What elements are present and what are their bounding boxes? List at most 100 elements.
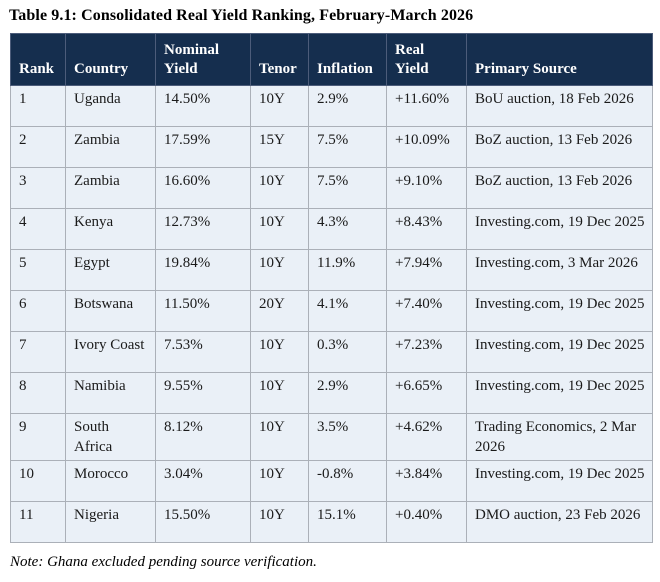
cell-tenor: 10Y xyxy=(250,460,309,502)
cell-nominal-yield: 12.73% xyxy=(155,208,251,250)
cell-rank: 8 xyxy=(10,372,66,414)
cell-primary-source: Investing.com, 3 Mar 2026 xyxy=(466,249,653,291)
cell-nominal-yield: 9.55% xyxy=(155,372,251,414)
cell-primary-source: Investing.com, 19 Dec 2025 xyxy=(466,208,653,250)
table-row: 8 Namibia 9.55% 10Y 2.9% +6.65% Investing.com,… xyxy=(10,372,653,414)
cell-real-yield: +7.23% xyxy=(386,331,467,373)
cell-tenor: 20Y xyxy=(250,290,309,332)
table-row: 1 Uganda 14.50% 10Y 2.9% +11.60% BoU auction, … xyxy=(10,85,653,127)
cell-rank: 7 xyxy=(10,331,66,373)
cell-real-yield: +9.10% xyxy=(386,167,467,209)
table-row: 5 Egypt 19.84% 10Y 11.9% +7.94% Investing.com,… xyxy=(10,249,653,291)
cell-inflation: 15.1% xyxy=(308,501,387,543)
cell-tenor: 10Y xyxy=(250,208,309,250)
table-row: 4 Kenya 12.73% 10Y 4.3% +8.43% Investing.com, … xyxy=(10,208,653,250)
cell-inflation: 0.3% xyxy=(308,331,387,373)
cell-real-yield: +10.09% xyxy=(386,126,467,168)
column-header-primary-source: Primary Source xyxy=(466,33,653,86)
cell-real-yield: +11.60% xyxy=(386,85,467,127)
table-row: 3 Zambia 16.60% 10Y 7.5% +9.10% BoZ auction, 1… xyxy=(10,167,653,209)
column-header-nominal-yield: Nominal Yield xyxy=(155,33,251,86)
cell-inflation: 7.5% xyxy=(308,126,387,168)
cell-real-yield: +0.40% xyxy=(386,501,467,543)
cell-tenor: 10Y xyxy=(250,167,309,209)
cell-rank: 3 xyxy=(10,167,66,209)
cell-tenor: 10Y xyxy=(250,372,309,414)
cell-rank: 4 xyxy=(10,208,66,250)
cell-country: Namibia xyxy=(65,372,156,414)
cell-real-yield: +4.62% xyxy=(386,413,467,461)
cell-tenor: 10Y xyxy=(250,413,309,461)
table-row: 7 Ivory Coast 7.53% 10Y 0.3% +7.23% Investing.… xyxy=(10,331,653,373)
cell-country: Egypt xyxy=(65,249,156,291)
cell-country: Morocco xyxy=(65,460,156,502)
cell-primary-source: BoZ auction, 13 Feb 2026 xyxy=(466,126,653,168)
cell-country: Zambia xyxy=(65,167,156,209)
cell-primary-source: DMO auction, 23 Feb 2026 xyxy=(466,501,653,543)
table-row: 2 Zambia 17.59% 15Y 7.5% +10.09% BoZ auction, … xyxy=(10,126,653,168)
column-header-inflation: Inflation xyxy=(308,33,387,86)
cell-rank: 1 xyxy=(10,85,66,127)
cell-rank: 5 xyxy=(10,249,66,291)
cell-inflation: 4.3% xyxy=(308,208,387,250)
cell-nominal-yield: 14.50% xyxy=(155,85,251,127)
cell-real-yield: +3.84% xyxy=(386,460,467,502)
header-row: Rank Country Nominal Yield Tenor Inflati… xyxy=(10,33,653,86)
cell-rank: 2 xyxy=(10,126,66,168)
cell-real-yield: +7.94% xyxy=(386,249,467,291)
cell-tenor: 10Y xyxy=(250,331,309,373)
column-header-country: Country xyxy=(65,33,156,86)
cell-inflation: 7.5% xyxy=(308,167,387,209)
cell-inflation: -0.8% xyxy=(308,460,387,502)
cell-real-yield: +7.40% xyxy=(386,290,467,332)
cell-primary-source: Investing.com, 19 Dec 2025 xyxy=(466,372,653,414)
column-header-tenor: Tenor xyxy=(250,33,309,86)
cell-primary-source: Investing.com, 19 Dec 2025 xyxy=(466,290,653,332)
cell-nominal-yield: 7.53% xyxy=(155,331,251,373)
cell-inflation: 4.1% xyxy=(308,290,387,332)
table-title: Table 9.1: Consolidated Real Yield Ranki… xyxy=(9,7,474,24)
cell-country: Botswana xyxy=(65,290,156,332)
cell-rank: 6 xyxy=(10,290,66,332)
cell-inflation: 2.9% xyxy=(308,85,387,127)
table-row: 10 Morocco 3.04% 10Y -0.8% +3.84% Investing.co… xyxy=(10,460,653,502)
cell-tenor: 10Y xyxy=(250,85,309,127)
table-row: 11 Nigeria 15.50% 10Y 15.1% +0.40% DMO auction… xyxy=(10,501,653,543)
cell-primary-source: BoZ auction, 13 Feb 2026 xyxy=(466,167,653,209)
cell-nominal-yield: 3.04% xyxy=(155,460,251,502)
column-header-real-yield: Real Yield xyxy=(386,33,467,86)
cell-real-yield: +6.65% xyxy=(386,372,467,414)
cell-nominal-yield: 17.59% xyxy=(155,126,251,168)
column-header-rank: Rank xyxy=(10,33,66,86)
cell-nominal-yield: 19.84% xyxy=(155,249,251,291)
table-note: Note: Ghana excluded pending source veri… xyxy=(10,554,317,570)
cell-tenor: 10Y xyxy=(250,501,309,543)
cell-rank: 11 xyxy=(10,501,66,543)
cell-primary-source: BoU auction, 18 Feb 2026 xyxy=(466,85,653,127)
cell-nominal-yield: 8.12% xyxy=(155,413,251,461)
table-body: 1 Uganda 14.50% 10Y 2.9% +11.60% BoU auction, … xyxy=(10,85,653,543)
cell-country: South Africa xyxy=(65,413,156,461)
cell-country: Uganda xyxy=(65,85,156,127)
cell-tenor: 10Y xyxy=(250,249,309,291)
cell-primary-source: Trading Economics, 2 Mar 2026 xyxy=(466,413,653,461)
cell-country: Zambia xyxy=(65,126,156,168)
cell-country: Kenya xyxy=(65,208,156,250)
cell-inflation: 3.5% xyxy=(308,413,387,461)
cell-nominal-yield: 15.50% xyxy=(155,501,251,543)
cell-inflation: 11.9% xyxy=(308,249,387,291)
table-row: 9 South Africa 8.12% 10Y 3.5% +4.62% Trading E… xyxy=(10,413,653,461)
cell-primary-source: Investing.com, 19 Dec 2025 xyxy=(466,460,653,502)
cell-inflation: 2.9% xyxy=(308,372,387,414)
cell-nominal-yield: 16.60% xyxy=(155,167,251,209)
cell-tenor: 15Y xyxy=(250,126,309,168)
cell-real-yield: +8.43% xyxy=(386,208,467,250)
table-row: 6 Botswana 11.50% 20Y 4.1% +7.40% Investing.co… xyxy=(10,290,653,332)
cell-nominal-yield: 11.50% xyxy=(155,290,251,332)
cell-country: Nigeria xyxy=(65,501,156,543)
cell-primary-source: Investing.com, 19 Dec 2025 xyxy=(466,331,653,373)
cell-country: Ivory Coast xyxy=(65,331,156,373)
cell-rank: 10 xyxy=(10,460,66,502)
yield-ranking-table: Rank Country Nominal Yield Tenor Inflati… xyxy=(10,33,653,543)
